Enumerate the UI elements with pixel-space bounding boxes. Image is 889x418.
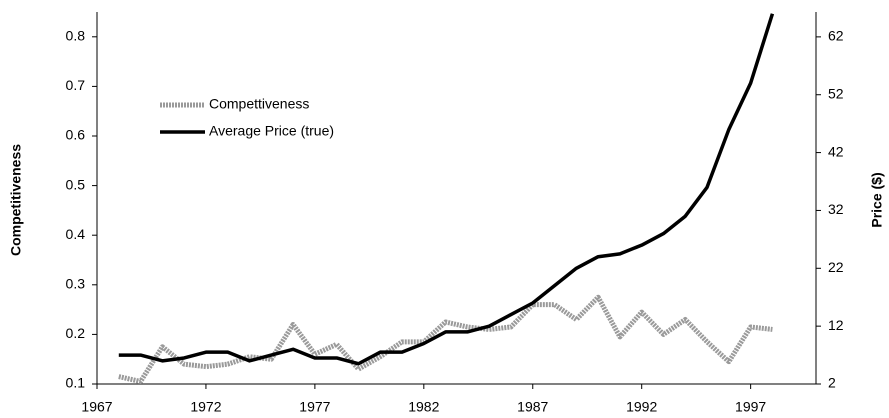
legend-label: Average Price (true) bbox=[209, 123, 334, 139]
x-tick-label: 1967 bbox=[81, 399, 112, 415]
y2-tick-label: 42 bbox=[828, 143, 844, 159]
y-tick-label: 0.2 bbox=[66, 325, 86, 341]
y-tick-label: 0.5 bbox=[66, 176, 86, 192]
y2-axis-title: Price ($) bbox=[869, 172, 885, 227]
y2-tick-label: 62 bbox=[828, 28, 844, 44]
legend-label: Compettiveness bbox=[209, 96, 309, 112]
x-tick-label: 1972 bbox=[190, 399, 221, 415]
y-tick-label: 0.8 bbox=[66, 28, 86, 44]
y2-tick-label: 52 bbox=[828, 85, 844, 101]
y-tick-label: 0.7 bbox=[66, 77, 86, 93]
x-tick-label: 1997 bbox=[735, 399, 766, 415]
y-tick-label: 0.4 bbox=[66, 226, 86, 242]
series-line bbox=[118, 294, 773, 385]
x-tick-label: 1982 bbox=[408, 399, 439, 415]
y2-tick-label: 22 bbox=[828, 259, 844, 275]
series-line bbox=[118, 13, 775, 366]
y-tick-label: 0.3 bbox=[66, 276, 86, 292]
y2-tick-label: 2 bbox=[828, 375, 836, 391]
x-tick-label: 1992 bbox=[626, 399, 657, 415]
y-tick-label: 0.1 bbox=[66, 375, 86, 391]
y-axis-title: Competitiveness bbox=[8, 144, 24, 256]
x-tick-label: 1977 bbox=[299, 399, 330, 415]
y2-tick-label: 12 bbox=[828, 317, 844, 333]
y2-tick-label: 32 bbox=[828, 201, 844, 217]
x-tick-label: 1987 bbox=[517, 399, 548, 415]
y-tick-label: 0.6 bbox=[66, 127, 86, 143]
